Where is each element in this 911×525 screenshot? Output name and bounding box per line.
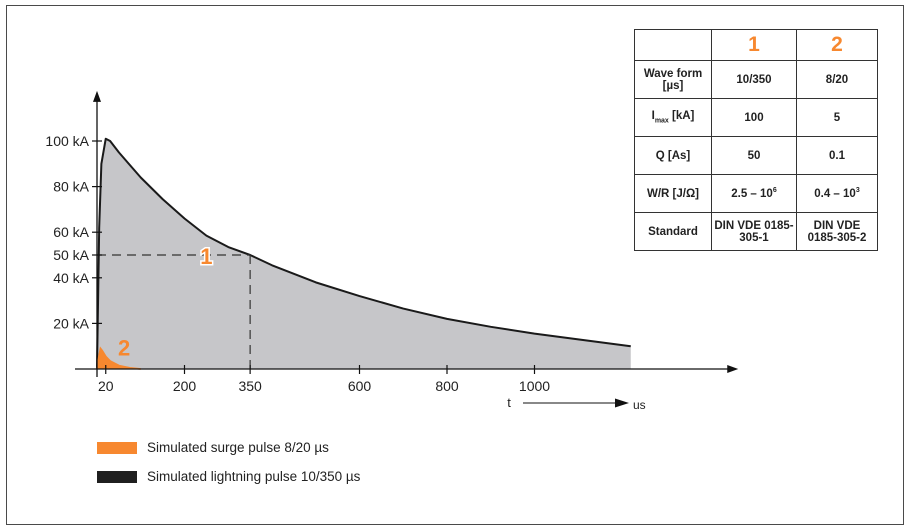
surge-pulse-curve xyxy=(96,346,141,370)
table-row-standard: Standard DIN VDE 0185-305-1 DIN VDE 0185… xyxy=(634,212,878,251)
row-label-waveform: Wave form [µs] xyxy=(634,60,712,99)
cell-energy-1: 2.5 – 106 xyxy=(711,174,797,213)
cell-standard-2: DIN VDE 0185-305-2 xyxy=(796,212,878,251)
lightning-pulse-area xyxy=(97,138,631,369)
energy-2-exponent: 3 xyxy=(855,187,860,195)
axes xyxy=(75,90,739,408)
row-label-imax: Imax [kA] xyxy=(634,98,712,137)
table-header-1: 1 xyxy=(711,29,797,61)
pulse-chart: 20 kA 40 kA 50 kA 60 kA 80 kA 100 kA 20 200 350 6… xyxy=(45,90,739,412)
x-axis-unit: us xyxy=(633,398,646,412)
y-tick-label: 80 kA xyxy=(53,179,89,195)
energy-2-base: 0.4 – 10 xyxy=(814,187,856,200)
cell-imax-2: 5 xyxy=(796,98,878,137)
table-row-energy: W/R [J/Ω] 2.5 – 106 0.4 – 103 xyxy=(634,174,878,213)
x-tick-label: 1000 xyxy=(519,378,550,394)
imax-subscript: max xyxy=(654,117,669,125)
imax-symbol: I xyxy=(651,110,655,123)
cell-standard-1: DIN VDE 0185-305-1 xyxy=(711,212,797,251)
cell-energy-2: 0.4 – 103 xyxy=(796,174,878,213)
y-tick-label: 20 kA xyxy=(53,315,89,331)
y-tick-label: 50 kA xyxy=(53,247,89,263)
legend-item-lightning: Simulated lightning pulse 10/350 µs xyxy=(97,469,360,484)
series-marker-1: 1 xyxy=(200,244,212,269)
table-row-imax: Imax [kA] 100 5 xyxy=(634,98,878,137)
table-header-row: 1 2 xyxy=(634,29,878,61)
cell-charge-1: 50 xyxy=(711,136,797,175)
lightning-pulse-curve xyxy=(96,137,631,370)
y-tick-label: 40 kA xyxy=(53,270,89,286)
cell-waveform-2: 8/20 xyxy=(796,60,878,99)
energy-1-exponent: 6 xyxy=(772,187,777,195)
area-layer xyxy=(96,137,631,370)
table-row-waveform: Wave form [µs] 10/350 8/20 xyxy=(634,60,878,99)
legend-item-surge: Simulated surge pulse 8/20 µs xyxy=(97,440,329,455)
cell-imax-1: 100 xyxy=(711,98,797,137)
legend-swatch-lightning xyxy=(97,470,137,483)
x-tick-label: 200 xyxy=(173,378,197,394)
y-axis-arrow xyxy=(93,90,101,102)
energy-1-base: 2.5 – 10 xyxy=(731,187,773,200)
legend-swatch-surge xyxy=(97,441,137,454)
table-row-charge: Q [As] 50 0.1 xyxy=(634,136,878,175)
x-tick-label: 20 xyxy=(98,378,114,394)
spec-table: 1 2 Wave form [µs] 10/350 8/20 Imax [kA]… xyxy=(634,29,878,251)
row-label-energy: W/R [J/Ω] xyxy=(634,174,712,213)
cell-charge-2: 0.1 xyxy=(796,136,878,175)
y-tick-label: 100 kA xyxy=(45,133,89,149)
x-unit-arrow-head xyxy=(615,398,629,408)
legend-label-surge: Simulated surge pulse 8/20 µs xyxy=(147,440,329,455)
x-axis-label: t xyxy=(507,395,511,410)
x-axis-arrow xyxy=(727,365,739,373)
row-label-charge: Q [As] xyxy=(634,136,712,175)
x-tick-label: 800 xyxy=(435,378,459,394)
y-tick-label: 60 kA xyxy=(53,224,89,240)
cell-waveform-1: 10/350 xyxy=(711,60,797,99)
table-header-2: 2 xyxy=(796,29,878,61)
legend-label-lightning: Simulated lightning pulse 10/350 µs xyxy=(147,469,361,484)
x-tick-label: 350 xyxy=(238,378,262,394)
imax-unit: [kA] xyxy=(668,110,695,123)
series-marker-2: 2 xyxy=(118,335,130,360)
table-header-empty xyxy=(634,29,712,61)
row-label-standard: Standard xyxy=(634,212,712,251)
x-tick-label: 600 xyxy=(348,378,372,394)
axis-labels: 20 kA 40 kA 50 kA 60 kA 80 kA 100 kA 20 200 350 6… xyxy=(45,133,645,412)
surge-pulse-area xyxy=(97,348,141,369)
